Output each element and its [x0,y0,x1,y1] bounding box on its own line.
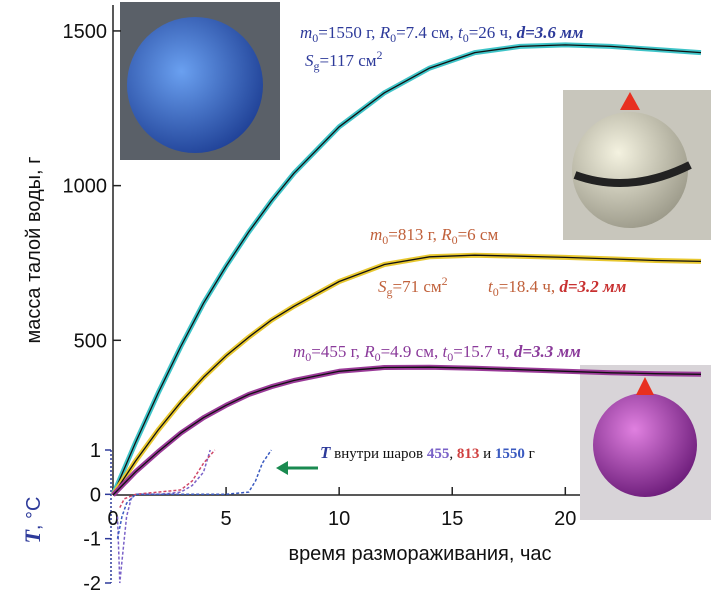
annotation: m0=813 г, R0=6 см [370,225,498,247]
y-axis-label: масса талой воды, г [23,157,45,344]
ann-part: 0 [382,233,388,247]
ann-part: =117 см [320,51,377,70]
ann-part: t [442,342,448,361]
ann-part: d=3.2 мм [559,277,626,296]
ann-part: 0 [312,31,318,45]
ann-part: г [525,446,535,462]
y2-axis-label: T, °C [20,496,45,543]
y-tick-label: 1500 [63,21,108,43]
ann-part: =1550 г, [318,23,379,42]
photo-ball [572,112,688,228]
ann-part: внутри шаров [330,446,426,462]
ann-part: =455 г, [311,342,364,361]
ann-part: и [479,446,495,462]
x-tick-label: 5 [221,508,232,530]
annotation: Sg=117 см2 [305,48,383,73]
ann-part: =4.9 см, [381,342,443,361]
ann-part: 0 [390,31,396,45]
ann-part: 455 [427,446,450,462]
photos [120,2,711,520]
ann-part: 0 [447,350,453,364]
y-tick-label: 1000 [63,176,108,198]
annotation: Sg=71 см2 [378,274,448,299]
ann-part: 2 [377,48,383,62]
ann-part: 0 [305,350,311,364]
ann-part: m [300,23,312,42]
x-axis-label: время размораживания, час [288,543,551,565]
temperature-line [116,449,211,584]
ann-part: =26 ч, [469,23,517,42]
ann-part: 1550 [495,446,525,462]
ann-part: 813 [457,446,480,462]
ann-part: =6 см [458,225,499,244]
photo-cap [636,377,654,395]
ann-part: g [387,285,393,299]
x-tick-label: 20 [554,508,576,530]
ann-part: R [379,23,391,42]
y2-tick-label: 0 [90,484,101,506]
ann-part: S [378,277,387,296]
ann-part: 0 [493,285,499,299]
annotation: m0=455 г, R0=4.9 см, t0=15.7 ч, d=3.3 мм [293,342,581,364]
y2-tick-label: -1 [83,529,101,551]
ann-part: t [488,277,494,296]
arrow [276,461,318,475]
label-part: , °C [23,496,45,530]
temperature-line [119,449,216,508]
x-tick-label: 15 [441,508,463,530]
y2-tick-label: 1 [90,440,101,462]
ann-part: 0 [452,233,458,247]
annotation: T внутри шаров 455, 813 и 1550 г [320,443,535,462]
y-tick-label: 500 [74,330,107,352]
ann-part: m [370,225,382,244]
mass-line-core [112,44,702,496]
ann-part: =15.7 ч, [453,342,514,361]
mass-line-core [112,366,702,496]
ann-part: R [363,342,375,361]
temperature-line [116,449,272,539]
ann-part: =18.4 ч, [499,277,560,296]
ann-part: 2 [442,274,448,288]
ann-part: t [458,23,464,42]
ann-part: 0 [375,350,381,364]
photo-tape [573,161,692,187]
ann-part: 0 [463,31,469,45]
ann-part: T [320,443,331,462]
ann-part: =813 г, [388,225,441,244]
photo-ball [593,393,697,497]
label-part: T [20,529,45,544]
annotation: t0=18.4 ч, d=3.2 мм [488,277,627,299]
ann-part: d=3.6 мм [517,23,584,42]
ann-part: m [293,342,305,361]
x-tick-label: 0 [107,508,118,530]
x-tick-label: 10 [328,508,350,530]
plot [110,42,702,584]
ann-part: d=3.3 мм [514,342,581,361]
ann-part: S [305,51,314,70]
ann-part: g [314,59,320,73]
photo-cap [620,92,640,110]
ann-part: =71 см [393,277,442,296]
ann-part: R [440,225,452,244]
photo-ball [127,17,263,153]
annotation: m0=1550 г, R0=7.4 см, t0=26 ч, d=3.6 мм [300,23,584,45]
ann-part: =7.4 см, [396,23,458,42]
mass-line-core [112,254,702,496]
y2-tick-label: -2 [83,573,101,595]
ann-part: , [449,446,457,462]
